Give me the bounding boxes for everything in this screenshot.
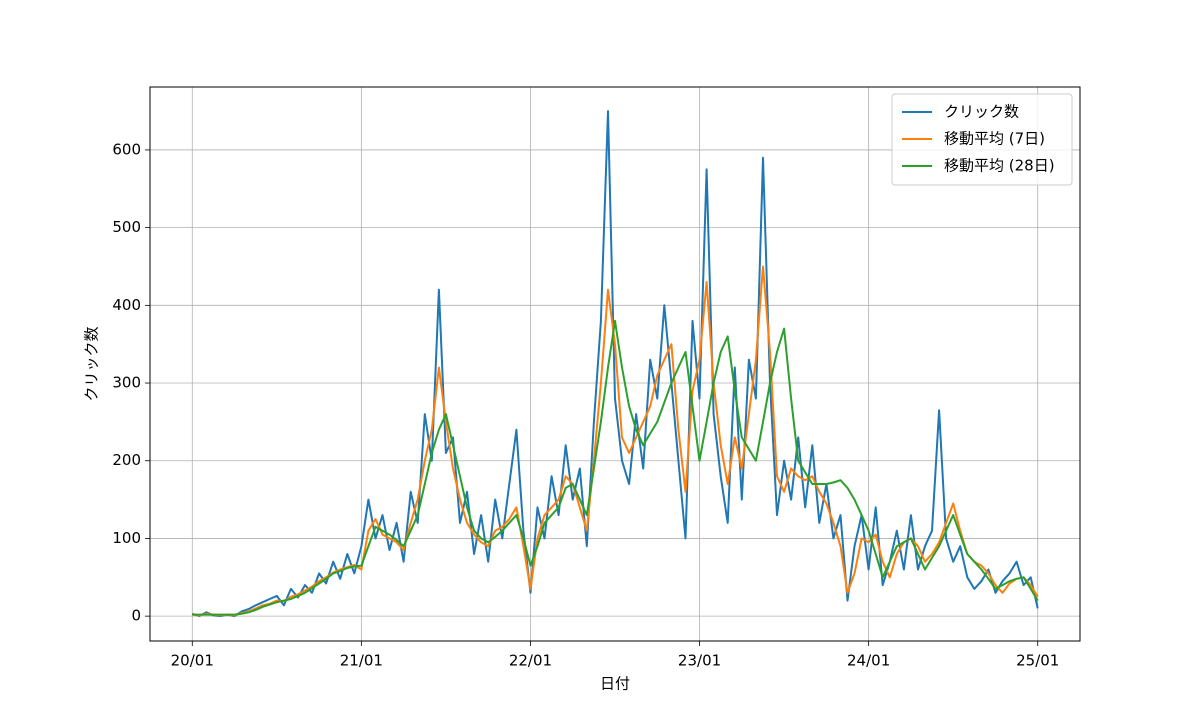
y-tick-label: 200 xyxy=(112,451,141,469)
legend-label: 移動平均 (7日) xyxy=(944,130,1045,148)
y-tick-label: 600 xyxy=(112,140,141,158)
x-tick-label: 25/01 xyxy=(1016,652,1059,670)
y-tick-label: 0 xyxy=(131,607,141,625)
x-axis-label: 日付 xyxy=(600,675,630,693)
y-axis-label: クリック数 xyxy=(83,326,101,401)
y-tick-label: 400 xyxy=(112,296,141,314)
x-tick-label: 20/01 xyxy=(171,652,214,670)
y-tick-label: 300 xyxy=(112,374,141,392)
line xyxy=(192,265,1039,617)
y-tick-label: 100 xyxy=(112,529,141,547)
legend-label: 移動平均 (28日) xyxy=(944,157,1055,175)
x-tick-label: 24/01 xyxy=(847,652,890,670)
y-tick-label: 500 xyxy=(112,218,141,236)
plot-frame xyxy=(149,86,1081,642)
legend-box xyxy=(891,93,1073,186)
line xyxy=(191,110,1039,618)
x-tick-label: 22/01 xyxy=(509,652,552,670)
x-tick-label: 23/01 xyxy=(678,652,721,670)
x-tick-label: 21/01 xyxy=(340,652,383,670)
legend-label: クリック数 xyxy=(944,103,1019,121)
line xyxy=(192,319,1039,616)
